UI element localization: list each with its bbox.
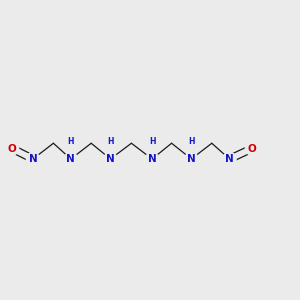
- Text: N: N: [66, 154, 75, 164]
- Text: O: O: [248, 143, 256, 154]
- Text: H: H: [149, 137, 155, 146]
- Text: N: N: [106, 154, 115, 164]
- Circle shape: [64, 152, 77, 166]
- Text: N: N: [148, 154, 157, 164]
- Circle shape: [245, 142, 259, 155]
- Circle shape: [26, 152, 40, 166]
- Circle shape: [104, 152, 117, 166]
- Circle shape: [223, 152, 236, 166]
- Text: N: N: [187, 154, 196, 164]
- Text: H: H: [68, 137, 74, 146]
- Circle shape: [185, 152, 198, 166]
- Circle shape: [146, 152, 159, 166]
- Text: O: O: [8, 143, 16, 154]
- Circle shape: [5, 142, 19, 155]
- Text: N: N: [28, 154, 38, 164]
- Text: H: H: [188, 137, 195, 146]
- Text: H: H: [107, 137, 114, 146]
- Text: N: N: [225, 154, 234, 164]
